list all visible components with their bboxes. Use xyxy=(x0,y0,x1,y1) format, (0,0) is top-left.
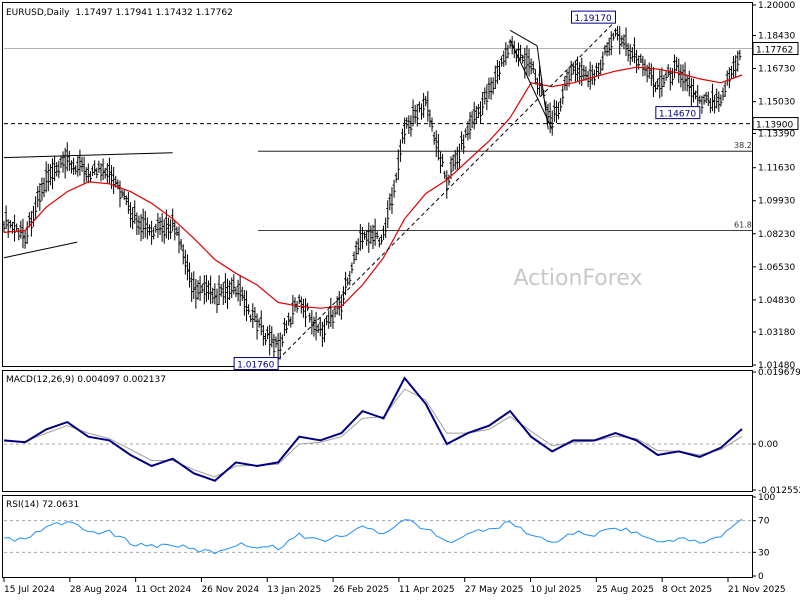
price-annotation-label: 1.01760 xyxy=(237,361,274,371)
axis-layer: 1.20000 1.18430 1.16730 1.15030 1.13390 1.116… xyxy=(3,1,800,595)
moving-average-line xyxy=(3,66,743,309)
macd-tick-label: 0.019679 xyxy=(758,368,800,378)
rsi-tick-label: 30 xyxy=(758,548,770,558)
x-tick-label: 8 Oct 2025 xyxy=(662,585,712,595)
price-tick-label: 1.03180 xyxy=(758,328,795,338)
dashed-trend-line xyxy=(277,20,616,360)
price-tick-label: 1.04830 xyxy=(758,296,795,306)
watermark: ActionForex xyxy=(514,266,643,291)
channel-lower-line xyxy=(3,241,78,259)
x-tick-label: 21 Nov 2025 xyxy=(728,585,786,595)
price-tick-label: 1.16730 xyxy=(758,65,795,75)
current-price-box xyxy=(752,42,799,56)
channel-upper-line xyxy=(3,152,173,159)
x-tick-label: 28 Aug 2024 xyxy=(70,585,128,595)
price-tick-label: 1.06530 xyxy=(758,263,795,273)
rsi-layer xyxy=(3,518,752,555)
x-tick-label: 26 Nov 2024 xyxy=(201,585,259,595)
fib-level-label: 38.2 xyxy=(734,141,752,150)
price-annotation-box xyxy=(233,357,279,371)
macd-tick-label: 0.00 xyxy=(758,440,778,450)
x-tick-label: 26 Feb 2025 xyxy=(333,585,389,595)
rsi-panel-frame xyxy=(2,495,753,578)
x-tick-label: 25 Aug 2025 xyxy=(596,585,654,595)
x-tick-label: 13 Jan 2025 xyxy=(267,585,321,595)
x-tick-label: 15 Jul 2024 xyxy=(4,585,55,595)
rsi-line xyxy=(3,518,743,555)
macd-tick-label: -0.012552 xyxy=(758,486,800,496)
x-tick-label: 10 Jul 2025 xyxy=(531,585,582,595)
price-annotation-label: 1.19170 xyxy=(574,14,611,24)
wedge-lower-line xyxy=(509,39,553,130)
price-tick-label: 1.18430 xyxy=(758,32,795,42)
price-tick-label: 1.13390 xyxy=(758,129,795,139)
level-label-box xyxy=(752,117,799,131)
price-panel-frame xyxy=(2,2,753,367)
fib-level-label: 61.8 xyxy=(734,220,752,229)
price-annotation-box xyxy=(570,10,616,24)
ohlc-label: 1.17497 1.17941 1.17432 1.17762 xyxy=(75,8,232,18)
price-tick-label: 1.11630 xyxy=(758,164,795,174)
price-annotation-label: 1.14670 xyxy=(659,110,696,120)
macd-panel-frame xyxy=(2,370,753,492)
rsi-panel-title: RSI(14) 72.0631 xyxy=(6,500,79,510)
symbol-label: EURUSD,Daily xyxy=(6,8,70,18)
price-tick-label: 1.20000 xyxy=(758,1,795,11)
macd-layer xyxy=(3,376,752,482)
level-label: 1.13900 xyxy=(756,121,793,131)
wedge-upper-line xyxy=(509,29,538,47)
x-tick-label: 11 Apr 2025 xyxy=(399,585,455,595)
rsi-tick-label: 0 xyxy=(758,572,764,582)
current-price-label: 1.17762 xyxy=(756,46,793,56)
price-tick-label: 1.08230 xyxy=(758,230,795,240)
macd-panel-title: MACD(12,26,9) 0.004097 0.002137 xyxy=(6,375,166,385)
macd-line xyxy=(3,376,743,482)
price-annotation-box xyxy=(655,106,701,120)
x-tick-label: 11 Oct 2024 xyxy=(136,585,192,595)
macd-signal-line xyxy=(3,388,743,478)
x-tick-label: 27 May 2025 xyxy=(465,585,524,595)
price-panel-title: EURUSD,Daily 1.17497 1.17941 1.17432 1.17… xyxy=(6,8,233,18)
price-tick-label: 1.01480 xyxy=(758,361,795,371)
price-tick-label: 1.15030 xyxy=(758,98,795,108)
wedge-breakout-line xyxy=(536,45,549,130)
rsi-tick-label: 100 xyxy=(758,493,775,503)
price-tick-label: 1.09930 xyxy=(758,197,795,207)
rsi-tick-label: 70 xyxy=(758,517,770,527)
